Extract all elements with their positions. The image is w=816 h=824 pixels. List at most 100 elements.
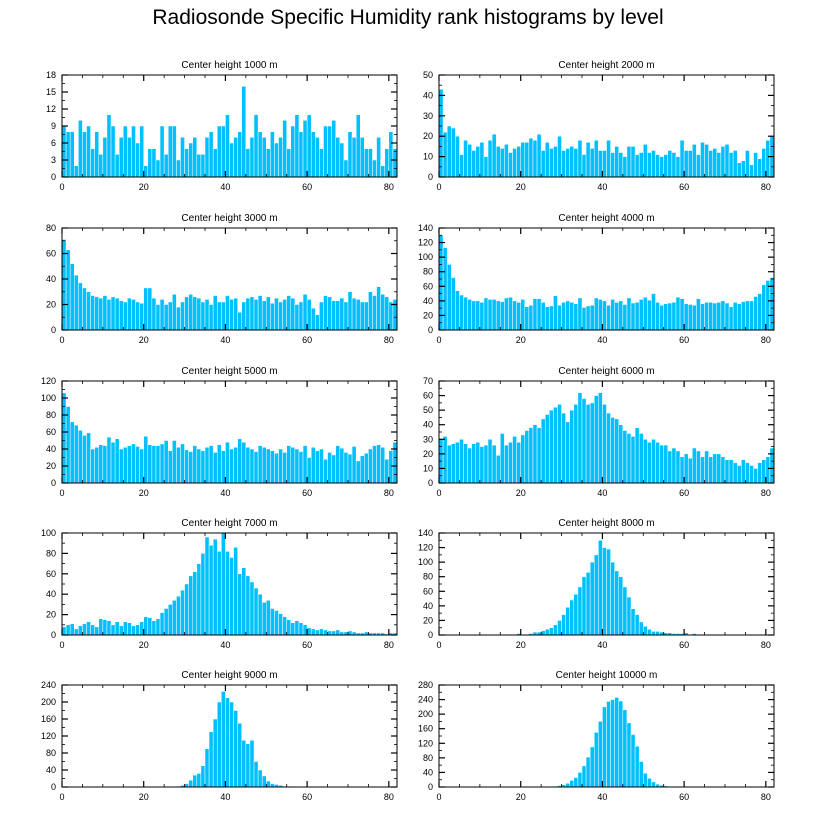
histogram-bar: [253, 299, 259, 331]
histogram-bar: [724, 302, 730, 331]
histogram-bar: [229, 142, 234, 178]
histogram-bar: [114, 621, 120, 636]
histogram-bar: [602, 706, 607, 788]
histogram-bar: [500, 148, 505, 178]
histogram-bar: [573, 148, 579, 178]
histogram-bar: [495, 455, 501, 484]
histogram-bar: [647, 299, 652, 331]
histogram-bar: [376, 137, 381, 178]
histogram-bar: [577, 772, 583, 788]
x-tick-label: 40: [597, 488, 607, 498]
histogram-bar: [266, 780, 271, 788]
y-tick-label: 70: [423, 376, 433, 386]
histogram-bar: [65, 624, 71, 636]
histogram-bar: [327, 630, 332, 636]
histogram-bar: [585, 404, 591, 484]
histogram-bar: [655, 154, 660, 178]
histogram-bar: [463, 296, 468, 331]
histogram-bar: [638, 761, 644, 788]
histogram-bar: [294, 620, 300, 636]
histogram-bar: [647, 778, 652, 788]
histogram-bar: [483, 297, 489, 331]
histogram-bar: [618, 424, 624, 484]
histogram-bar: [343, 301, 349, 331]
histogram-bar: [655, 302, 660, 331]
histogram-bar: [610, 417, 615, 484]
histogram-bar: [249, 296, 255, 331]
histogram-bar: [90, 295, 95, 331]
histogram-bar: [204, 536, 210, 636]
histogram-bar: [151, 445, 157, 484]
y-tick-label: 30: [423, 111, 433, 121]
histogram-bar: [753, 468, 758, 484]
histogram-bar: [651, 439, 656, 484]
histogram-bar: [536, 133, 542, 178]
y-tick-label: 80: [423, 753, 433, 763]
histogram-bar: [716, 302, 722, 331]
panel-title: Center height 5000 m: [181, 366, 277, 377]
histogram-bar: [671, 152, 677, 178]
histogram-bar: [528, 137, 534, 178]
histogram-bar: [339, 297, 345, 331]
histogram-bar: [347, 131, 353, 178]
histogram-bar: [151, 297, 157, 331]
histogram-bar: [123, 301, 128, 331]
x-tick-label: 0: [59, 335, 64, 345]
histogram-bar: [188, 451, 193, 484]
histogram-bar: [610, 699, 615, 788]
histogram-bar: [323, 125, 328, 178]
histogram-bar: [540, 150, 546, 178]
histogram-bar: [270, 608, 275, 636]
histogram-bar: [78, 120, 83, 178]
x-tick-label: 0: [59, 182, 64, 192]
histogram-bar: [294, 448, 300, 484]
histogram-bar: [573, 404, 579, 484]
histogram-bar: [78, 282, 83, 331]
y-tick-label: 40: [423, 296, 433, 306]
histogram-bar: [553, 146, 558, 178]
histogram-bar: [180, 301, 185, 331]
histogram-bar: [200, 154, 206, 178]
panel-title: Center height 10000 m: [556, 670, 658, 681]
histogram-bar: [593, 297, 599, 331]
histogram-bar: [278, 137, 283, 178]
histogram-bar: [757, 293, 762, 331]
x-tick-label: 20: [516, 640, 526, 650]
histogram-bar: [274, 297, 279, 331]
histogram-bar: [302, 294, 308, 331]
histogram-bar: [143, 616, 149, 636]
histogram-bar: [598, 540, 603, 636]
histogram-bar: [192, 774, 198, 788]
histogram-bar: [606, 140, 611, 178]
histogram-bar: [602, 300, 607, 331]
histogram-bar: [610, 299, 615, 331]
y-tick-label: 30: [423, 434, 433, 444]
histogram-bar: [508, 441, 513, 484]
x-tick-label: 20: [139, 640, 149, 650]
x-tick-label: 60: [679, 640, 689, 650]
histogram-bar: [573, 593, 579, 636]
histogram-bar: [712, 453, 718, 484]
histogram-bar: [732, 150, 738, 178]
histogram-bar: [110, 624, 116, 636]
histogram-bar: [532, 424, 538, 484]
histogram-bar: [565, 148, 570, 178]
histogram-bar: [614, 418, 620, 484]
histogram-bar: [102, 445, 108, 484]
histogram-bar: [310, 308, 316, 331]
histogram-bar: [504, 444, 509, 484]
x-tick-label: 40: [220, 792, 230, 802]
histogram-bar: [704, 450, 709, 484]
histogram-bar: [310, 447, 316, 484]
histogram-bar: [335, 445, 341, 484]
histogram-bar: [442, 247, 448, 331]
histogram-bar: [82, 131, 87, 178]
histogram-bar: [561, 150, 566, 178]
histogram-bar: [167, 604, 173, 636]
histogram-bar: [549, 148, 554, 178]
histogram-bar: [245, 743, 251, 788]
histogram-bar: [274, 453, 279, 484]
histogram-bar: [241, 740, 247, 788]
histogram-bar: [106, 436, 112, 484]
histogram-bar: [761, 284, 767, 331]
